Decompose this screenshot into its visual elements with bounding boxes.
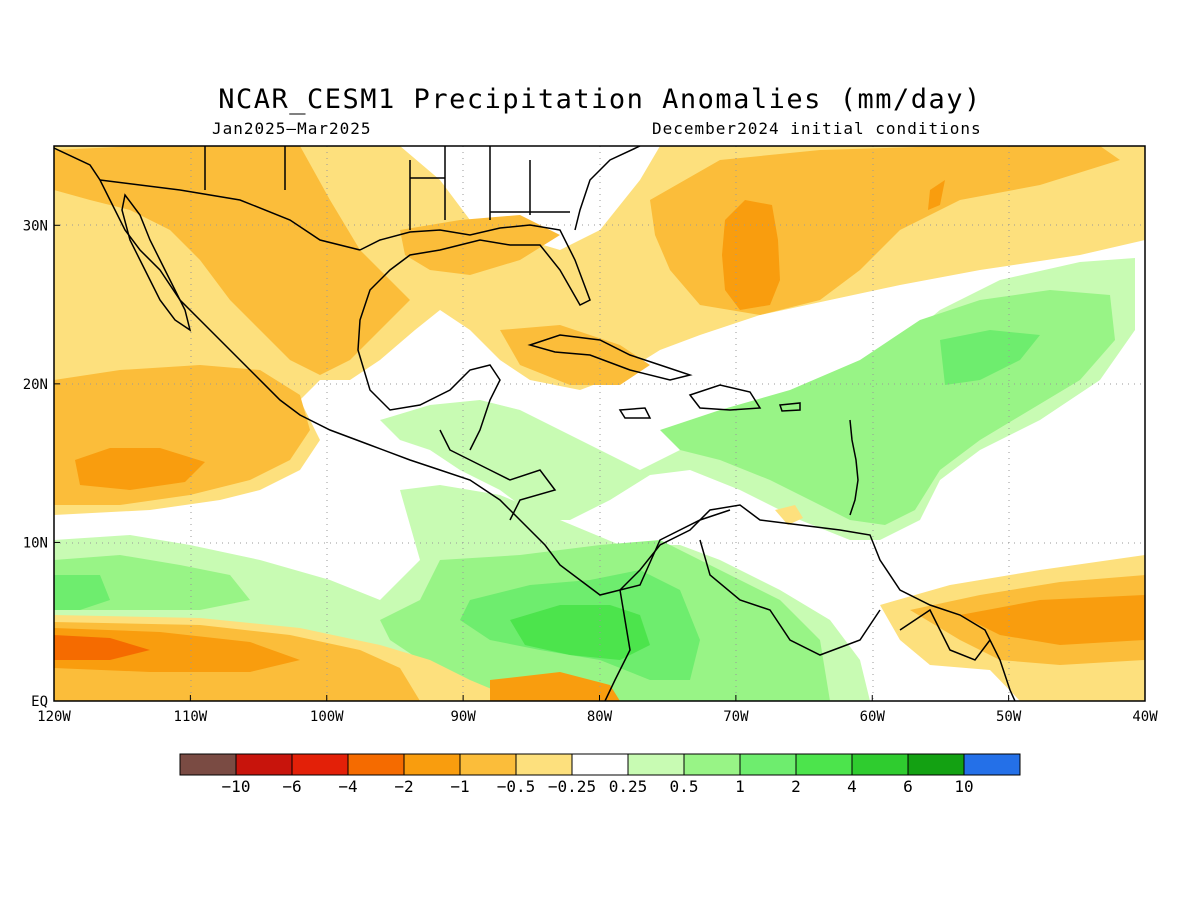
lon-tick-label: 120W: [37, 709, 71, 725]
colorbar-swatch: [403, 753, 461, 776]
colorbar-swatch: [459, 753, 517, 776]
colorbar-label: 10: [954, 777, 973, 796]
coastline-pacific-sa: [604, 589, 631, 701]
colorbar: −10 −6 −4 −2 −1 −0.5 −0.25 0.25 0.5 1 2 4 6 10: [179, 753, 1021, 796]
colorbar-swatch: [795, 753, 853, 776]
dry-core-north: [928, 180, 945, 210]
initial-conditions: December2024 initial conditions: [652, 119, 982, 138]
lon-tick-label: 110W: [174, 709, 208, 725]
colorbar-label: 0.5: [670, 777, 699, 796]
lat-tick-label: 10N: [23, 535, 48, 551]
gridlines: [54, 146, 1145, 701]
coastline-puerto-rico: [778, 402, 801, 412]
border-us-states: [204, 146, 570, 230]
colorbar-label: −0.25: [548, 777, 596, 796]
dry-band-equator-max: [54, 635, 150, 660]
coastline-baja: [121, 193, 192, 332]
dry-core-atlantic: [722, 200, 780, 310]
colorbar-swatch: [627, 753, 685, 776]
colorbar-label: −6: [282, 777, 301, 796]
colorbar-swatch: [291, 753, 349, 776]
lon-tick-label: 40W: [1132, 709, 1158, 725]
colorbar-swatch: [963, 753, 1021, 776]
colorbar-label: 0.25: [609, 777, 648, 796]
dry-anomaly-pacific: [54, 146, 410, 375]
border-guianas: [899, 608, 991, 661]
colorbar-swatch: [907, 753, 965, 776]
colorbar-label: −4: [338, 777, 357, 796]
forecast-period: Jan2025–Mar2025: [212, 119, 372, 138]
colorbar-swatch: [235, 753, 293, 776]
border-central-america: [439, 429, 557, 521]
border-venezuela-colombia: [699, 539, 881, 656]
wet-core-pacific: [54, 575, 110, 610]
wet-max-panama: [510, 605, 650, 660]
colorbar-swatch: [179, 753, 237, 776]
colorbar-label: −2: [394, 777, 413, 796]
dry-spot-venezuela: [775, 505, 803, 525]
wet-core-caribbean: [940, 330, 1040, 385]
coastline-us-atlantic: [574, 146, 641, 231]
border-us-mexico: [99, 179, 361, 251]
colorbar-label: 6: [903, 777, 913, 796]
axis-labels: 120W 110W 100W 90W 80W 70W 60W 50W 40W EQ 10N 20N 30…: [23, 218, 1159, 725]
dry-core-pacific: [75, 448, 205, 490]
colorbar-label: 2: [791, 777, 801, 796]
colorbar-swatch: [683, 753, 741, 776]
coastline-lesser-antilles: [849, 419, 859, 516]
lon-tick-label: 70W: [723, 709, 749, 725]
lat-tick-label: 30N: [23, 218, 48, 234]
colorbar-swatch: [851, 753, 909, 776]
lon-tick-label: 80W: [587, 709, 613, 725]
colorbar-swatch: [515, 753, 573, 776]
colorbar-label: −1: [450, 777, 469, 796]
coastline-gulf: [357, 224, 591, 451]
colorbar-swatch: [739, 753, 797, 776]
map-title: NCAR_CESM1 Precipitation Anomalies (mm/d…: [218, 84, 982, 115]
dry-band-equator-core: [54, 628, 300, 672]
colorbar-label: −0.5: [497, 777, 536, 796]
coastline-south-america: [619, 504, 1016, 701]
coastlines: [54, 146, 1016, 701]
dry-max-guianas: [960, 595, 1145, 645]
anomaly-fields: [54, 146, 1145, 701]
lon-tick-label: 100W: [310, 709, 344, 725]
coastline-hispaniola: [688, 384, 762, 411]
lat-tick-label: EQ: [31, 694, 48, 710]
coastline-jamaica: [618, 407, 652, 419]
colorbar-label: −10: [222, 777, 251, 796]
colorbar-label: 4: [847, 777, 857, 796]
coastline-cuba: [527, 334, 693, 381]
lon-tick-label: 90W: [450, 709, 476, 725]
lon-tick-label: 50W: [996, 709, 1022, 725]
dry-anomaly-cuba: [500, 325, 650, 385]
lon-tick-label: 60W: [860, 709, 886, 725]
lat-tick-label: 20N: [23, 377, 48, 393]
coastline-mexico-pacific: [54, 147, 731, 596]
colorbar-label: 1: [735, 777, 745, 796]
colorbar-swatch: [347, 753, 405, 776]
colorbar-swatch: [571, 753, 629, 776]
dry-anomaly-south: [490, 672, 620, 701]
